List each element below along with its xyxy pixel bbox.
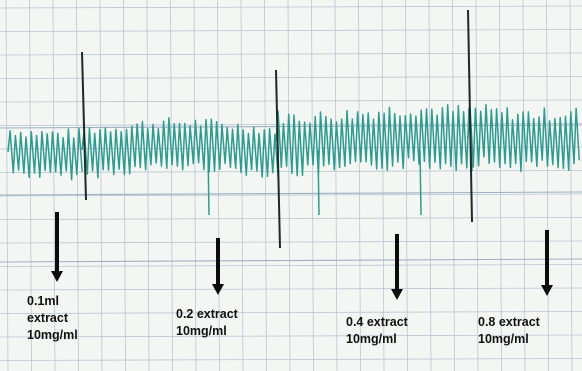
arrow-group	[51, 212, 553, 300]
annotation-arrow-2	[212, 238, 224, 295]
grid-line-major	[0, 258, 582, 263]
annotation-label-4-line2: 10mg/ml	[478, 332, 529, 346]
arrow-head	[391, 289, 403, 300]
event-mark-group	[81, 9, 473, 249]
grid-line-horizontal	[0, 358, 582, 361]
annotation-label-1-line2: extract	[27, 311, 68, 325]
trace-spike	[317, 149, 320, 216]
injection-mark-3	[467, 9, 473, 223]
annotation-label-3-line1: 0.4 extract	[346, 315, 408, 329]
annotation-label-4-line1: 0.8 extract	[478, 315, 540, 329]
grid-line-vertical	[5, 0, 9, 371]
grid-line-horizontal	[0, 76, 582, 79]
grid-line-vertical	[99, 0, 103, 371]
trace-segment-4	[467, 103, 581, 173]
grid-line-vertical	[334, 0, 338, 371]
grid-line-horizontal	[0, 240, 582, 244]
grid-line-vertical	[381, 0, 385, 371]
grid-line-horizontal	[0, 287, 582, 291]
grid-line-vertical	[193, 0, 197, 371]
grid-line-vertical	[499, 0, 502, 371]
grid-line-vertical	[546, 0, 549, 371]
grid-line-vertical	[522, 0, 526, 371]
annotation-arrow-3	[391, 234, 403, 300]
annotation-arrow-4	[541, 230, 553, 296]
annotation-label-2: 0.2 extract 10mg/ml	[176, 306, 238, 340]
grid-line-vertical	[405, 0, 408, 371]
annotation-label-3-line2: 10mg/ml	[346, 332, 397, 346]
annotation-label-1-line3: 10mg/ml	[27, 328, 78, 342]
grid-line-horizontal	[0, 334, 582, 338]
annotation-label-4: 0.8 extract 10mg/ml	[478, 314, 540, 348]
grid-line-horizontal	[0, 52, 582, 56]
grid-line-vertical	[452, 0, 455, 371]
annotation-arrow-1	[51, 212, 63, 282]
grid-line-horizontal	[0, 29, 582, 32]
grid-line-horizontal	[0, 311, 582, 314]
trace-segment-3	[275, 103, 473, 177]
trace-spike	[419, 149, 422, 216]
annotation-label-1-line1: 0.1ml	[27, 294, 59, 308]
grid-line-vertical	[52, 0, 56, 371]
grid-line-vertical	[569, 0, 573, 371]
trace-spike	[207, 149, 210, 216]
grid-line-vertical	[475, 0, 479, 371]
grid-line-vertical	[358, 0, 361, 371]
grid-line-horizontal	[0, 264, 582, 267]
grid-line-horizontal	[0, 193, 582, 197]
grid-line-vertical	[264, 0, 267, 371]
grid-line-horizontal	[0, 217, 582, 220]
annotation-label-2-line2: 10mg/ml	[176, 324, 227, 338]
grid-line-vertical	[29, 0, 32, 371]
injection-mark-2	[275, 69, 281, 249]
grid-line-vertical	[146, 0, 150, 371]
grid-line-major	[0, 191, 582, 196]
grid-line-vertical	[287, 0, 291, 371]
grid-line-vertical	[240, 0, 244, 371]
grid-line-horizontal	[0, 99, 582, 103]
annotation-label-2-line1: 0.2 extract	[176, 307, 238, 321]
trace-segment-1	[7, 127, 83, 181]
chart-trace-group	[7, 103, 581, 216]
injection-mark-1	[81, 51, 87, 201]
arrow-head	[541, 285, 553, 296]
grid-line-vertical	[428, 0, 432, 371]
arrow-head	[51, 271, 63, 282]
annotation-label-3: 0.4 extract 10mg/ml	[346, 314, 408, 348]
trace-segment-2	[81, 117, 279, 179]
grid-line-vertical	[217, 0, 220, 371]
grid-line-vertical	[311, 0, 314, 371]
grid-line-vertical	[170, 0, 173, 371]
grid-line-horizontal	[0, 5, 582, 9]
arrow-head	[212, 284, 224, 295]
annotation-label-1: 0.1ml extract 10mg/ml	[27, 293, 78, 344]
grid-line-vertical	[123, 0, 126, 371]
grid-line-vertical	[76, 0, 79, 371]
